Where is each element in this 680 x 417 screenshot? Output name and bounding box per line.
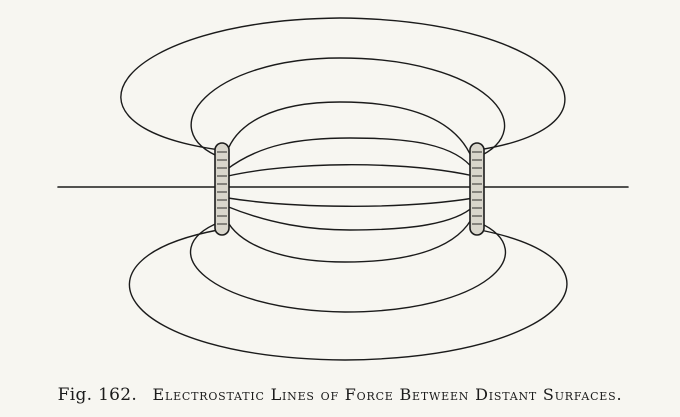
right-plate [469, 142, 485, 236]
field-line-upper-2 [190, 57, 506, 159]
field-line-lower-5 [128, 229, 568, 361]
field-line-upper-5 [227, 164, 475, 177]
field-line-upper-3 [223, 101, 475, 165]
field-line-lower-4 [189, 221, 507, 313]
figure-title: Electrostatic Lines of Force Between Dis… [152, 385, 623, 404]
figure-label: Fig. 162. [57, 385, 138, 405]
field-lines-diagram [57, 17, 629, 361]
figure-caption: Fig. 162. Electrostatic Lines of Force B… [0, 380, 680, 410]
field-line-lower-2 [225, 205, 475, 231]
field-line-upper-1 [120, 17, 566, 151]
field-line-lower-3 [223, 213, 475, 263]
field-line-lower-1 [227, 197, 475, 207]
field-line-upper-4 [225, 137, 475, 171]
left-plate [214, 142, 230, 236]
